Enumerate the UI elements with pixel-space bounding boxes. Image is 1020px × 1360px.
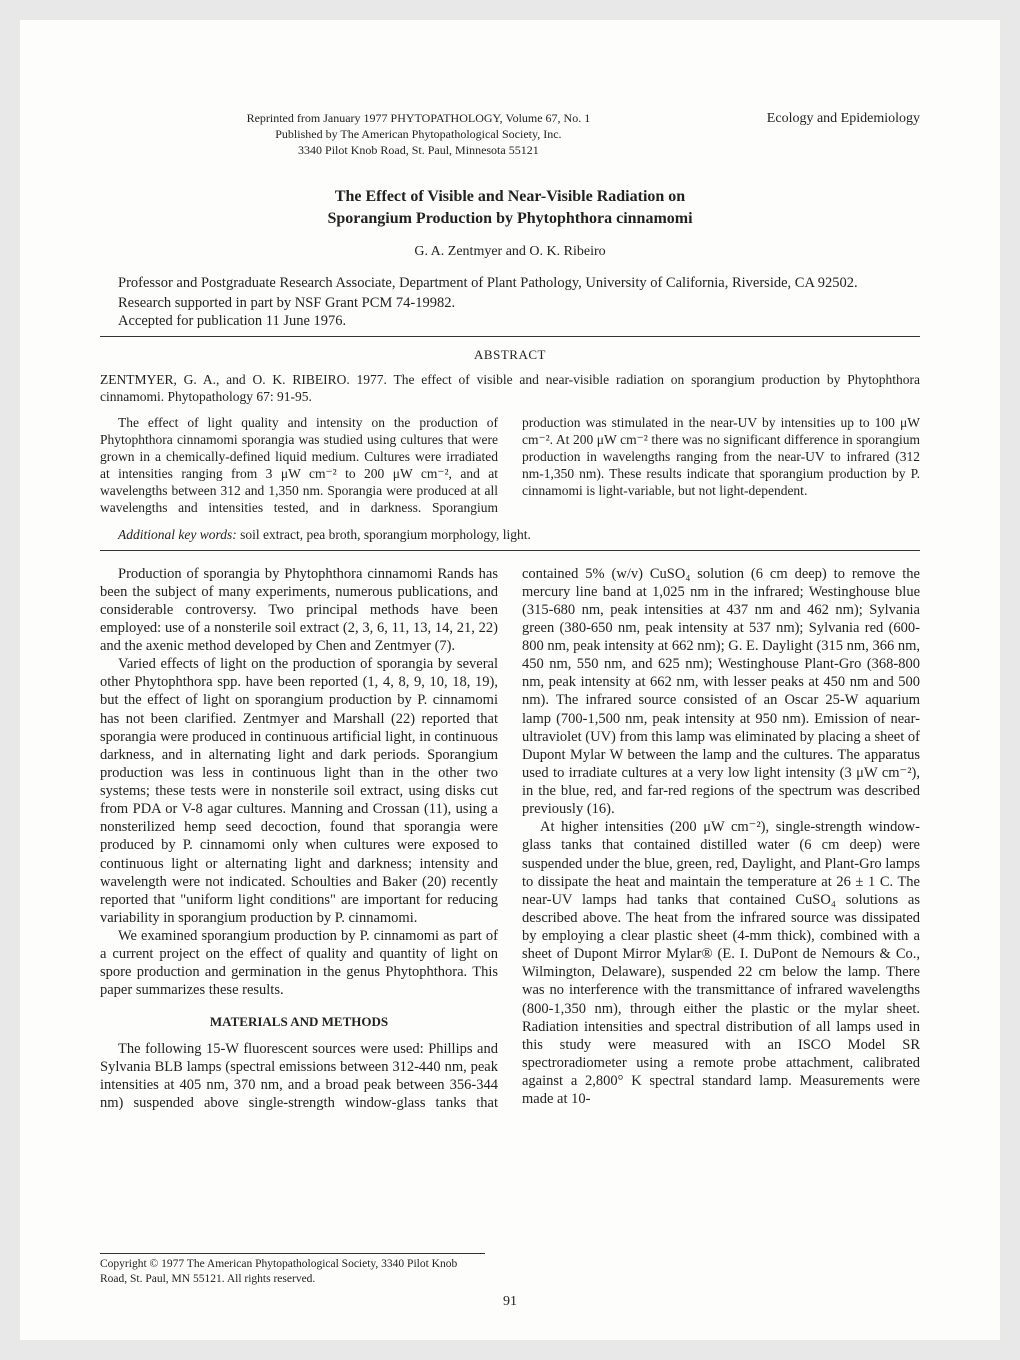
copyright-rule <box>100 1253 485 1254</box>
accepted-date: Accepted for publication 11 June 1976. <box>100 312 920 330</box>
copyright-text: Copyright © 1977 The American Phytopatho… <box>100 1257 485 1287</box>
body-para-1: Production of sporangia by Phytophthora … <box>100 565 498 656</box>
authors: G. A. Zentmyer and O. K. Ribeiro <box>100 243 920 261</box>
body-para-2: Varied effects of light on the productio… <box>100 655 498 927</box>
paper-page: Reprinted from January 1977 PHYTOPATHOLO… <box>20 20 1000 1340</box>
abstract-citation: ZENTMYER, G. A., and O. K. RIBEIRO. 1977… <box>100 372 920 406</box>
funding-support: Research supported in part by NSF Grant … <box>100 294 920 312</box>
paper-title-line-1: The Effect of Visible and Near-Visible R… <box>100 187 920 207</box>
keywords-label: Additional key words: <box>118 527 237 542</box>
body-text: Production of sporangia by Phytophthora … <box>100 565 920 1113</box>
additional-keywords: Additional key words: soil extract, pea … <box>100 527 920 544</box>
body-para-3: We examined sporangium production by P. … <box>100 927 498 1000</box>
reprint-line-1: Reprinted from January 1977 PHYTOPATHOLO… <box>247 111 591 125</box>
body-para-5: At higher intensities (200 μW cm⁻²), sin… <box>522 818 920 1108</box>
affiliation: Professor and Postgraduate Research Asso… <box>100 274 920 292</box>
rule-top <box>100 336 920 337</box>
paper-title-line-2: Sporangium Production by Phytophthora ci… <box>100 209 920 229</box>
abstract-body: The effect of light quality and intensit… <box>100 415 920 516</box>
rule-bottom <box>100 550 920 551</box>
keywords-text: soil extract, pea broth, sporangium morp… <box>237 527 531 542</box>
reprint-line-3: 3340 Pilot Knob Road, St. Paul, Minnesot… <box>298 143 539 157</box>
page-number: 91 <box>100 1293 920 1311</box>
reprint-line-2: Published by The American Phytopathologi… <box>275 127 561 141</box>
abstract-heading: ABSTRACT <box>100 347 920 363</box>
header-row: Reprinted from January 1977 PHYTOPATHOLO… <box>100 110 920 159</box>
page-footer: Copyright © 1977 The American Phytopatho… <box>100 1253 920 1310</box>
abstract-text: The effect of light quality and intensit… <box>100 415 920 516</box>
section-heading-methods: MATERIALS AND METHODS <box>100 1014 498 1030</box>
reprint-info: Reprinted from January 1977 PHYTOPATHOLO… <box>100 110 737 159</box>
section-label: Ecology and Epidemiology <box>767 110 920 128</box>
